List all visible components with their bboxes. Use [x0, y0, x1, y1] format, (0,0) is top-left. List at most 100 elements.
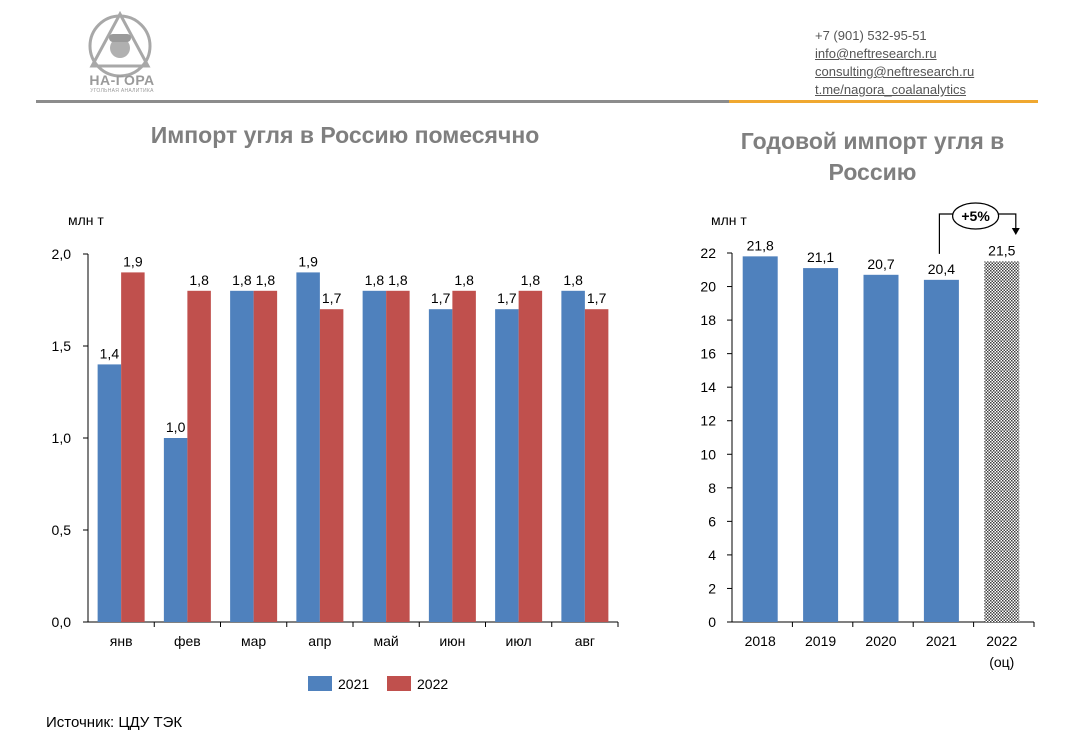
monthly-bar-2022 — [187, 290, 211, 622]
monthly-data-label-2021: 1,0 — [166, 419, 186, 435]
annual-bar — [923, 279, 959, 622]
monthly-x-tick-label: фев — [174, 633, 201, 649]
contact-email-consulting[interactable]: consulting@neftresearch.ru — [815, 64, 975, 79]
monthly-bar-2022 — [319, 309, 344, 622]
annual-x-tick-label: 2019 — [805, 633, 836, 649]
monthly-bar-2021 — [561, 290, 585, 622]
header-rule-gray — [36, 100, 729, 103]
annual-y-tick-label: 2 — [708, 580, 716, 596]
annual-y-tick-label: 6 — [708, 513, 716, 529]
annual-chart-title: Годовой импорт угля в Россию — [740, 128, 1005, 185]
monthly-x-tick-label: май — [374, 633, 399, 649]
annual-data-label: 21,1 — [807, 249, 834, 265]
logo-triangle — [89, 10, 151, 68]
monthly-bar-2021 — [230, 290, 254, 622]
annual-y-tick-label: 18 — [700, 312, 716, 328]
annual-growth-label: +5% — [961, 208, 990, 224]
monthly-data-label-2022: 1,7 — [322, 290, 342, 306]
monthly-y-tick-label: 1,0 — [52, 430, 72, 446]
monthly-x-tick-label: мар — [241, 633, 266, 649]
monthly-bar-2021 — [163, 438, 188, 622]
monthly-bar-2022 — [584, 309, 609, 622]
annual-data-label: 20,4 — [928, 261, 955, 277]
annual-y-tick-label: 16 — [700, 346, 716, 362]
monthly-data-label-2021: 1,8 — [365, 272, 385, 288]
monthly-x-tick-label: июл — [506, 633, 532, 649]
source-note: Источник: ЦДУ ТЭК — [46, 714, 183, 731]
annual-x-tick-label: 2020 — [865, 633, 896, 649]
monthly-bar-2022 — [452, 290, 476, 622]
monthly-data-label-2022: 1,7 — [587, 290, 607, 306]
annual-data-label: 21,8 — [747, 237, 774, 253]
monthly-x-tick-label: апр — [308, 633, 331, 649]
monthly-data-label-2021: 1,8 — [232, 272, 252, 288]
monthly-data-label-2022: 1,8 — [454, 272, 474, 288]
logo-subtitle: УГОЛЬНАЯ АНАЛИТИКА — [90, 88, 154, 94]
annual-y-tick-label: 12 — [700, 413, 716, 429]
annual-growth-arrowhead — [1011, 228, 1020, 235]
legend-swatch-2021 — [308, 676, 332, 691]
monthly-data-label-2022: 1,8 — [189, 272, 209, 288]
monthly-ylabel: млн т — [68, 212, 104, 228]
legend-label-2021: 2021 — [338, 676, 369, 692]
monthly-x-tick-label: янв — [110, 633, 133, 649]
monthly-data-label-2021: 1,9 — [298, 253, 318, 269]
monthly-data-label-2021: 1,7 — [497, 290, 517, 306]
monthly-bar-2021 — [296, 272, 320, 622]
legend-swatch-2022 — [387, 676, 411, 691]
monthly-data-label-2021: 1,8 — [563, 272, 583, 288]
monthly-y-tick-label: 2,0 — [52, 246, 72, 262]
logo-name: НА-ГОРА — [89, 72, 155, 88]
monthly-y-tick-label: 0,5 — [52, 522, 72, 538]
monthly-x-tick-label: июн — [439, 633, 465, 649]
annual-y-tick-label: 20 — [700, 279, 716, 295]
annual-y-tick-label: 14 — [700, 379, 716, 395]
annual-bar — [742, 256, 778, 622]
chart-legend: 2021 2022 — [308, 676, 448, 692]
annual-chart: 0 2 4 6 8 10 12 14 16 18 2022 21,8 2018 21,1 2019 20,7 2… — [700, 202, 1035, 670]
annual-y-tick-label: 8 — [708, 480, 716, 496]
logo-helmet — [109, 34, 131, 42]
monthly-data-label-2022: 1,8 — [256, 272, 276, 288]
contacts-block: +7 (901) 532-95-51 info@neftresearch.ru … — [815, 27, 974, 99]
annual-bar — [803, 268, 839, 622]
monthly-data-label-2021: 1,4 — [100, 345, 120, 361]
annual-bar — [863, 274, 899, 622]
monthly-y-tick-label: 1,5 — [52, 338, 72, 354]
monthly-bar-2022 — [518, 290, 543, 622]
monthly-y-tick-label: 0,0 — [52, 614, 72, 630]
annual-data-label: 21,5 — [988, 242, 1015, 258]
monthly-data-label-2021: 1,7 — [431, 290, 451, 306]
contact-telegram[interactable]: t.me/nagora_coalanalytics — [815, 82, 967, 97]
monthly-bar-2022 — [386, 290, 410, 622]
monthly-bar-2021 — [362, 290, 387, 622]
header-rule-orange — [729, 100, 1038, 103]
monthly-bar-2021 — [97, 364, 122, 622]
monthly-x-tick-label: авг — [575, 633, 595, 649]
logo-miner-head — [110, 38, 130, 58]
monthly-data-label-2022: 1,8 — [521, 272, 541, 288]
monthly-bar-2022 — [253, 290, 278, 622]
monthly-data-label-2022: 1,8 — [388, 272, 408, 288]
contact-email-info[interactable]: info@neftresearch.ru — [815, 46, 937, 61]
monthly-bar-2021 — [428, 309, 453, 622]
contact-phone: +7 (901) 532-95-51 — [815, 28, 927, 43]
annual-growth-badge — [951, 202, 1000, 230]
annual-ylabel: млн т — [711, 212, 747, 228]
annual-x-tick-sublabel: (оц) — [989, 654, 1014, 670]
monthly-chart-title: Импорт угля в Россию помесячно — [150, 122, 540, 148]
annual-data-label: 20,7 — [867, 256, 894, 272]
logo-emblem — [88, 10, 152, 78]
annual-y-tick-label: 10 — [700, 446, 716, 462]
annual-x-tick-label: 2018 — [745, 633, 776, 649]
annual-x-tick-label: 2021 — [926, 633, 957, 649]
legend-label-2022: 2022 — [417, 676, 448, 692]
annual-y-tick-label: 4 — [708, 547, 716, 563]
annual-bar-estimate — [984, 261, 1020, 622]
annual-x-tick-label: 2022 — [986, 633, 1017, 649]
monthly-data-label-2022: 1,9 — [123, 253, 143, 269]
monthly-bar-2021 — [495, 309, 519, 622]
annual-y-tick-label: 0 — [708, 614, 716, 630]
